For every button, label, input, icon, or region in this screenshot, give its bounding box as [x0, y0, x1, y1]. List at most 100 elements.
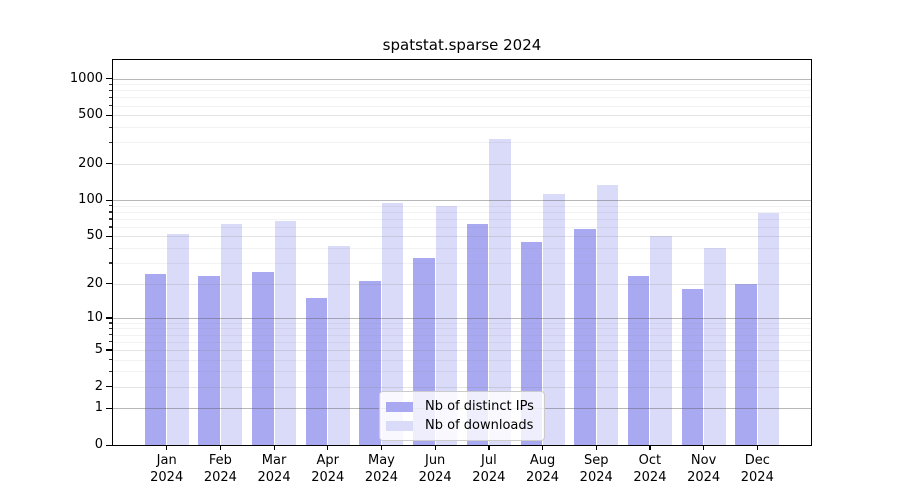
y-minor-tick-mark — [109, 89, 113, 92]
x-tick-month: Jun — [424, 453, 446, 468]
y-tick-label: 1 — [94, 400, 103, 416]
x-tick-mark — [595, 445, 597, 450]
bar-dec-ips — [735, 283, 757, 445]
gridline-20 — [113, 283, 811, 285]
y-minor-tick-mark — [109, 334, 113, 336]
bar-dec-downloads — [757, 212, 780, 445]
legend-label-distinct-ips: Nb of distinct IPs — [425, 399, 534, 414]
x-tick-label: Oct 2024 — [618, 452, 682, 486]
x-tick-mark — [703, 445, 705, 450]
y-tick-label: 20 — [86, 275, 103, 291]
x-tick-year: 2024 — [687, 470, 721, 485]
y-tick-label: 500 — [78, 107, 103, 123]
x-tick-label: Nov 2024 — [672, 452, 736, 486]
gridline-minor — [113, 371, 811, 373]
x-tick-year: 2024 — [364, 470, 398, 485]
gridline-2 — [113, 386, 811, 388]
y-tick-label: 1000 — [69, 70, 103, 86]
x-tick-year: 2024 — [579, 470, 613, 485]
gridline-minor — [113, 97, 811, 99]
y-minor-tick-mark — [109, 218, 113, 220]
y-tick-mark — [106, 235, 113, 238]
y-minor-tick-mark — [109, 322, 113, 324]
x-tick-month: Aug — [529, 453, 556, 468]
gridline-minor — [113, 334, 811, 336]
x-tick-month: Nov — [690, 453, 717, 468]
x-tick-label: Aug 2024 — [511, 452, 575, 486]
x-tick-mark — [327, 445, 329, 450]
x-tick-mark — [434, 445, 436, 450]
x-tick-label: Feb 2024 — [188, 452, 252, 486]
x-tick-mark — [542, 445, 544, 450]
y-minor-tick-mark — [109, 262, 113, 264]
bar-may-ips — [359, 281, 381, 445]
y-minor-tick-mark — [109, 141, 113, 143]
y-tick-mark — [106, 163, 113, 165]
x-tick-month: Oct — [638, 453, 662, 468]
x-tick-month: Jul — [481, 453, 497, 468]
plot-area: Nb of distinct IPs Nb of downloads — [112, 59, 812, 446]
legend-item-downloads: Nb of downloads — [386, 416, 534, 435]
bar-apr-downloads — [328, 245, 350, 445]
y-tick-label: 2 — [94, 378, 103, 394]
legend-swatch-downloads — [386, 420, 413, 431]
gridline-minor — [113, 341, 811, 343]
bar-oct-ips — [627, 276, 650, 445]
x-tick-mark — [380, 445, 383, 450]
grid-layer — [113, 60, 811, 445]
x-tick-month: Apr — [316, 453, 340, 468]
bar-jun-downloads — [435, 205, 458, 445]
gridline-minor — [113, 328, 811, 330]
x-tick-label: Dec 2024 — [725, 452, 789, 486]
y-minor-tick-mark — [109, 96, 113, 99]
gridline-minor — [113, 322, 811, 324]
gridline-5 — [113, 349, 811, 351]
bar-oct-downloads — [650, 236, 672, 445]
legend-item-distinct-ips: Nb of distinct IPs — [386, 397, 534, 416]
bar-may-downloads — [381, 202, 404, 445]
x-tick-label: Sep 2024 — [564, 452, 628, 486]
x-tick-year: 2024 — [418, 470, 452, 485]
y-tick-mark — [106, 349, 113, 351]
y-tick-mark — [106, 78, 113, 80]
x-tick-label: Jan 2024 — [135, 452, 199, 486]
x-tick-label: May 2024 — [349, 452, 413, 486]
x-tick-month: Feb — [208, 453, 232, 468]
x-tick-month: Dec — [744, 453, 770, 468]
gridline-minor — [113, 248, 811, 250]
x-tick-mark — [756, 445, 758, 450]
gridline-minor — [113, 211, 811, 213]
x-tick-label: Jul 2024 — [457, 452, 521, 486]
bar-jul-downloads — [489, 138, 511, 445]
x-tick-label: Apr 2024 — [296, 452, 360, 486]
legend-label-downloads: Nb of downloads — [425, 418, 534, 433]
gridline-minor — [113, 262, 811, 264]
y-tick-mark — [106, 114, 113, 116]
x-tick-year: 2024 — [525, 470, 560, 485]
bar-mar-ips — [252, 272, 274, 445]
x-tick-mark — [219, 445, 222, 450]
x-tick-year: 2024 — [472, 470, 506, 485]
y-minor-tick-mark — [109, 105, 113, 107]
y-minor-tick-mark — [109, 126, 113, 128]
y-minor-tick-mark — [109, 247, 113, 249]
y-tick-label: 5 — [94, 341, 103, 357]
gridline-minor — [113, 226, 811, 228]
gridline-minor — [113, 142, 811, 144]
y-minor-tick-mark — [109, 359, 113, 361]
gridline-minor — [113, 90, 811, 92]
x-tick-year: 2024 — [150, 470, 184, 485]
gridline-1000 — [113, 78, 811, 80]
gridline-50 — [113, 236, 811, 238]
x-tick-year: 2024 — [740, 470, 774, 485]
x-tick-label: Mar 2024 — [242, 452, 306, 486]
gridline-200 — [113, 163, 811, 165]
gridline-minor — [113, 84, 811, 86]
x-tick-mark — [649, 445, 651, 450]
bar-apr-ips — [305, 297, 328, 445]
y-tick-mark — [106, 283, 113, 285]
bar-sep-downloads — [596, 184, 619, 445]
x-tick-mark — [488, 445, 490, 450]
